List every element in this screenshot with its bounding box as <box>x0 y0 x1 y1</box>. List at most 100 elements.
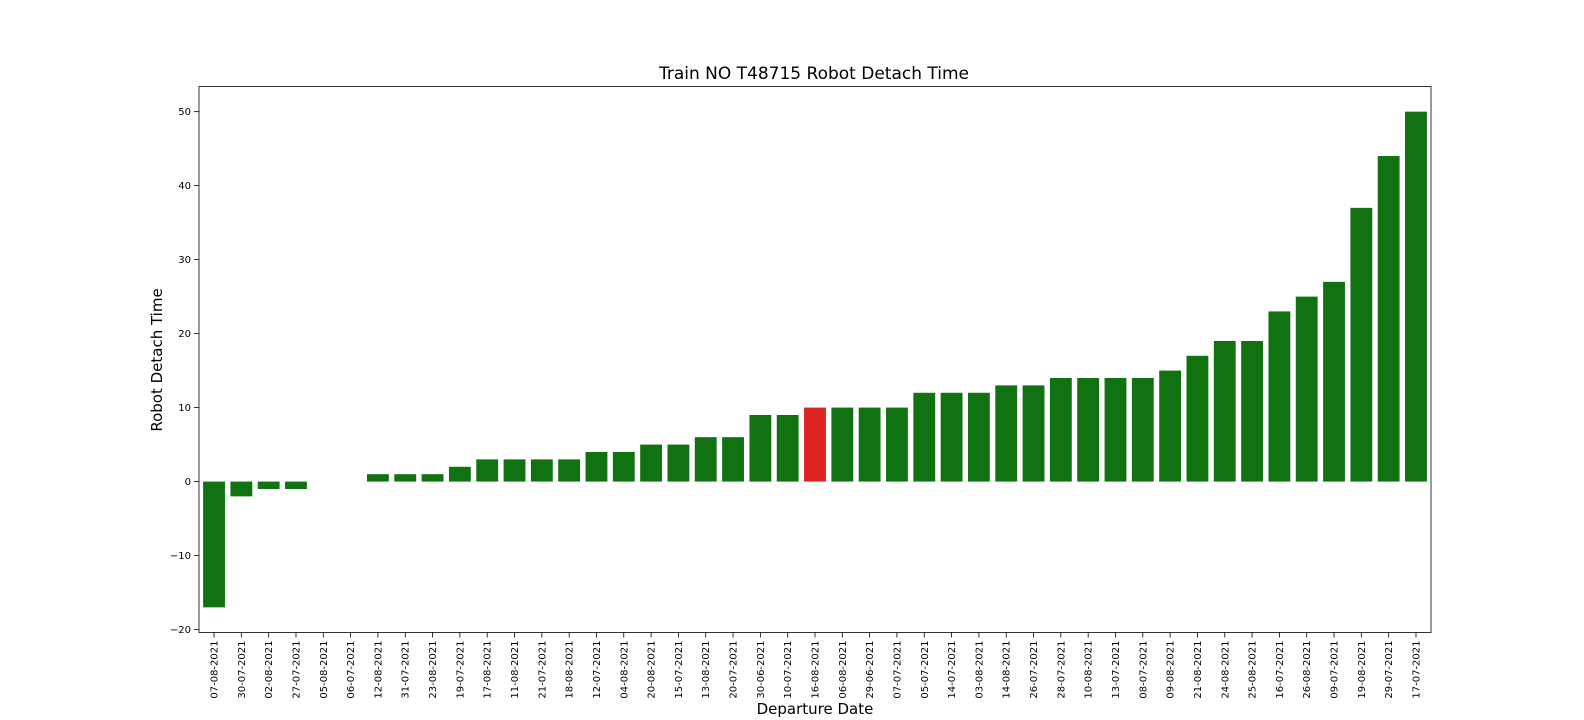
bar-24-08-2021 <box>1213 341 1236 482</box>
x-tick-label: 21-07-2021 <box>537 641 548 699</box>
x-tick-label: 15-07-2021 <box>674 641 685 699</box>
x-tick-label: 29-07-2021 <box>1384 641 1395 699</box>
bar-21-08-2021 <box>1186 355 1209 482</box>
bar-29-07-2021 <box>1377 156 1400 482</box>
x-tick-label: 28-07-2021 <box>1056 641 1067 699</box>
x-tick-label: 05-07-2021 <box>920 641 931 699</box>
x-tick-label: 23-08-2021 <box>428 641 439 699</box>
bar-06-08-2021 <box>831 407 854 482</box>
bar-30-07-2021 <box>230 481 253 497</box>
x-axis-label: Departure Date <box>757 700 874 718</box>
bars-group <box>203 111 1427 608</box>
bar-21-07-2021 <box>530 459 553 482</box>
plot-frame <box>198 86 1432 633</box>
bar-08-07-2021 <box>1131 378 1154 482</box>
bar-31-07-2021 <box>394 474 417 482</box>
x-tick-label: 17-07-2021 <box>1411 641 1422 699</box>
bar-28-07-2021 <box>1049 378 1072 482</box>
x-tick-label: 18-08-2021 <box>565 641 576 699</box>
x-tick-label: 13-08-2021 <box>701 641 712 699</box>
x-tick-label: 16-08-2021 <box>811 641 822 699</box>
y-tick-label: 50 <box>178 107 191 118</box>
bar-16-07-2021 <box>1268 311 1291 482</box>
bar-20-08-2021 <box>640 444 663 482</box>
bar-07-07-2021 <box>886 407 908 482</box>
x-tick-label: 12-08-2021 <box>373 641 384 699</box>
bar-18-08-2021 <box>558 459 581 482</box>
bar-02-08-2021 <box>257 481 280 489</box>
y-tick-label: 20 <box>178 329 191 340</box>
bar-25-08-2021 <box>1241 341 1263 482</box>
y-axis-label: Robot Detach Time <box>148 288 166 431</box>
x-tick-label: 08-07-2021 <box>1138 641 1149 699</box>
bar-04-08-2021 <box>612 451 635 482</box>
x-tick-label: 30-07-2021 <box>237 641 248 699</box>
bar-09-07-2021 <box>1323 281 1345 482</box>
bar-19-08-2021 <box>1350 207 1373 482</box>
bar-16-08-2021 <box>804 407 826 482</box>
x-tick-label: 20-07-2021 <box>729 641 740 699</box>
x-tick-label: 26-07-2021 <box>1029 641 1040 699</box>
bar-13-08-2021 <box>694 437 717 482</box>
y-tick-label: 30 <box>178 255 191 266</box>
x-tick-label: 14-08-2021 <box>1002 641 1013 699</box>
bar-10-08-2021 <box>1077 378 1100 482</box>
x-tick-label: 16-07-2021 <box>1275 641 1286 699</box>
x-tick-label: 17-08-2021 <box>483 641 494 699</box>
x-tick-label: 10-07-2021 <box>783 641 794 699</box>
bar-10-07-2021 <box>776 414 799 482</box>
bar-14-07-2021 <box>940 392 963 482</box>
bar-17-08-2021 <box>476 459 499 482</box>
y-axis: −20 −10 0 10 20 30 40 50 <box>170 107 199 636</box>
bar-12-08-2021 <box>367 474 389 482</box>
x-tick-label: 10-08-2021 <box>1084 641 1095 699</box>
bar-03-08-2021 <box>967 392 990 482</box>
y-tick-label: −20 <box>170 625 191 636</box>
x-tick-label: 13-07-2021 <box>1111 641 1122 699</box>
bar-30-06-2021 <box>749 414 772 482</box>
x-tick-label: 12-07-2021 <box>592 641 603 699</box>
bar-12-07-2021 <box>585 451 608 482</box>
y-tick-label: 40 <box>178 181 191 192</box>
bar-23-08-2021 <box>421 474 444 482</box>
bar-11-08-2021 <box>503 459 526 482</box>
bar-13-07-2021 <box>1104 378 1127 482</box>
bar-05-07-2021 <box>913 392 936 482</box>
x-tick-label: 03-08-2021 <box>974 641 985 699</box>
bar-26-08-2021 <box>1295 296 1318 482</box>
bar-27-07-2021 <box>285 481 307 489</box>
chart-title: Train NO T48715 Robot Detach Time <box>658 64 969 84</box>
y-tick-label: 0 <box>185 477 191 488</box>
bar-07-08-2021 <box>203 481 225 608</box>
bar-15-07-2021 <box>667 444 690 482</box>
bar-17-07-2021 <box>1405 111 1427 482</box>
x-tick-label: 25-08-2021 <box>1248 641 1259 699</box>
bar-19-07-2021 <box>448 466 471 482</box>
bar-29-06-2021 <box>858 407 881 482</box>
bar-26-07-2021 <box>1022 385 1045 482</box>
x-tick-label: 05-08-2021 <box>319 641 330 699</box>
x-tick-label: 14-07-2021 <box>947 641 958 699</box>
x-tick-label: 07-07-2021 <box>892 641 903 699</box>
bar-14-08-2021 <box>995 385 1018 482</box>
y-tick-label: 10 <box>178 403 191 414</box>
x-tick-label: 09-07-2021 <box>1330 641 1341 699</box>
bar-09-08-2021 <box>1159 370 1182 482</box>
x-tick-label: 06-08-2021 <box>838 641 849 699</box>
x-tick-label: 19-07-2021 <box>455 641 466 699</box>
x-tick-label: 20-08-2021 <box>647 641 658 699</box>
x-tick-label: 09-08-2021 <box>1166 641 1177 699</box>
x-tick-label: 07-08-2021 <box>210 641 221 699</box>
y-tick-label: −10 <box>170 551 191 562</box>
x-tick-label: 06-07-2021 <box>346 641 357 699</box>
x-tick-label: 19-08-2021 <box>1357 641 1368 699</box>
bar-20-07-2021 <box>722 437 744 482</box>
x-tick-label: 30-06-2021 <box>756 641 767 699</box>
x-tick-label: 02-08-2021 <box>264 641 275 699</box>
x-tick-label: 26-08-2021 <box>1302 641 1313 699</box>
x-tick-label: 04-08-2021 <box>619 641 630 699</box>
x-tick-label: 21-08-2021 <box>1193 641 1204 699</box>
x-tick-label: 29-06-2021 <box>865 641 876 699</box>
x-tick-label: 27-07-2021 <box>291 641 302 699</box>
x-axis: 07-08-2021 30-07-2021 02-08-2021 27-07-2021… <box>210 632 1422 699</box>
